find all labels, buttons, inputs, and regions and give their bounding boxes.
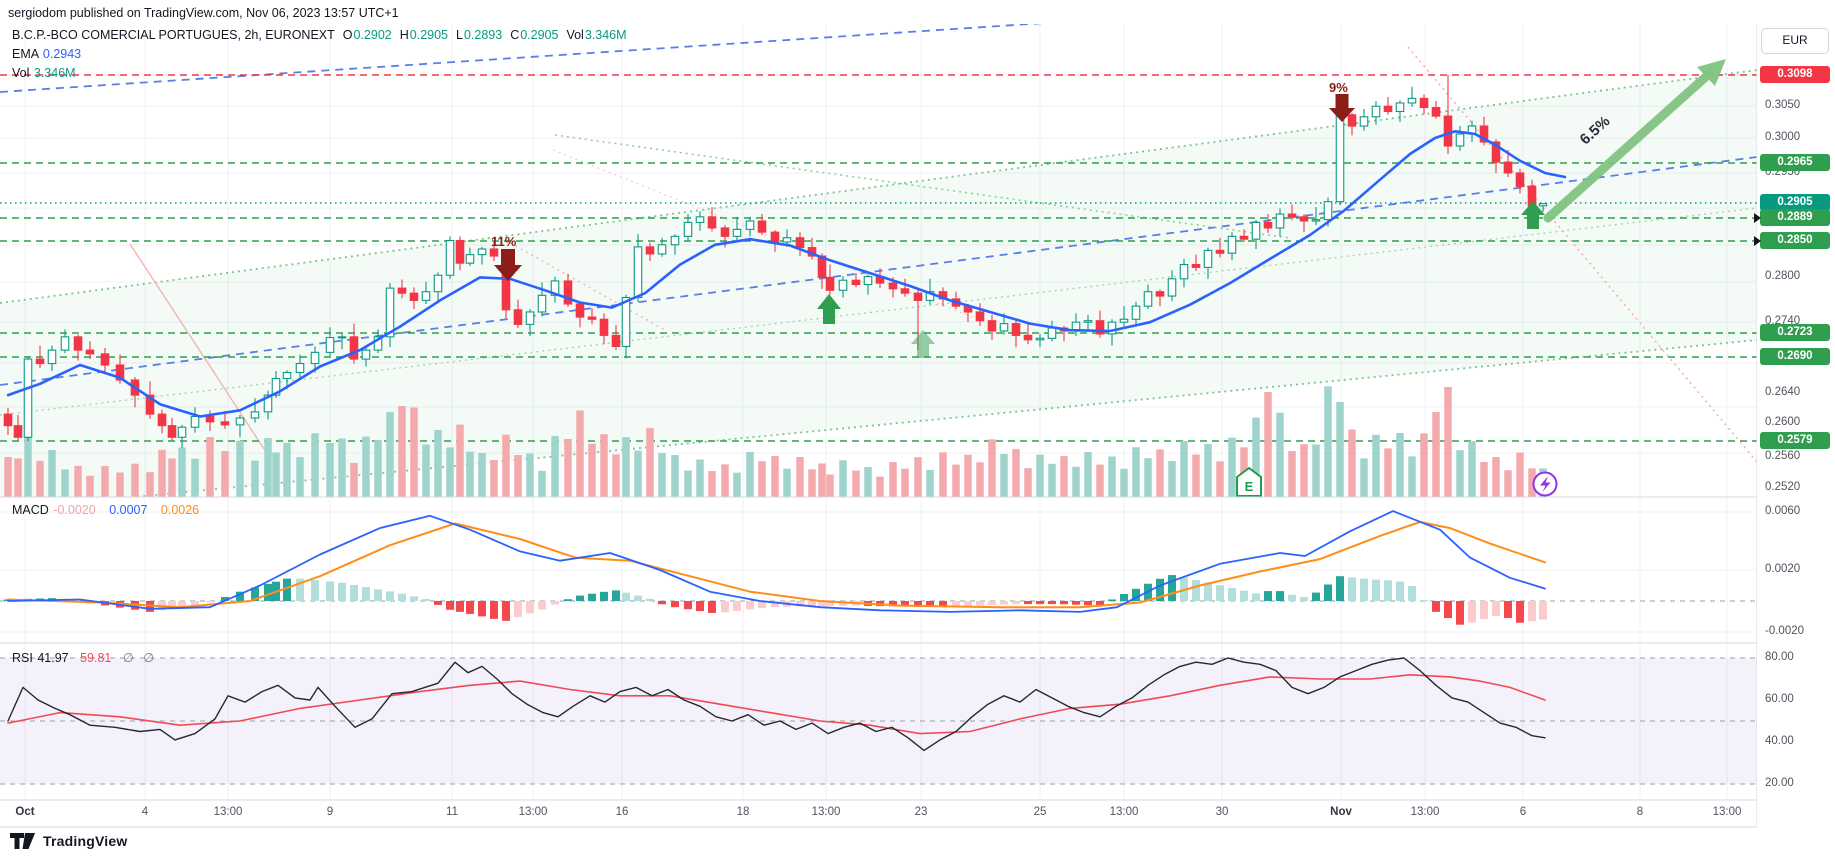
time-axis-label[interactable]: 13:00 — [811, 806, 841, 818]
ohlc-value: 0.2905 — [520, 28, 559, 42]
ohlc-key: O — [342, 28, 353, 42]
time-axis-label[interactable]: 13:00 — [213, 806, 243, 818]
up-arrow-annotation — [911, 330, 935, 358]
price-level-badge: 0.2850 — [1754, 232, 1830, 249]
ema-line — [6, 130, 1567, 418]
projection-arrow-head — [1697, 59, 1726, 86]
time-axis-label[interactable]: 13:00 — [518, 806, 548, 818]
macd-axis-tick: 0.0060 — [1765, 505, 1801, 517]
tradingview-brand-text: TradingView — [43, 833, 128, 849]
price-axis-tick: 0.3050 — [1765, 99, 1801, 111]
price-level-badge: 0.2905 — [1760, 194, 1830, 211]
macd-hist-value: -0.0020 — [53, 503, 96, 517]
ohlc-value: 3.346M — [584, 28, 627, 42]
symbol-legend[interactable]: B.C.P.-BCO COMERCIAL PORTUGUES, 2h, EURO… — [12, 28, 627, 42]
price-level-badge: 0.2889 — [1754, 209, 1830, 226]
time-axis-label[interactable]: 13:00 — [1410, 806, 1440, 818]
price-axis-tick: 0.3000 — [1765, 131, 1801, 143]
rsi-axis-tick: 60.00 — [1765, 693, 1794, 705]
time-axis-label[interactable]: 13:00 — [1712, 806, 1742, 818]
price-axis-tick: 0.2600 — [1765, 416, 1801, 428]
time-axis-label[interactable]: Oct — [15, 806, 35, 818]
drop-annotation-label-9pct: 9% — [1329, 80, 1348, 95]
volume-layer — [4, 386, 1547, 497]
currency-button[interactable]: EUR — [1761, 28, 1829, 54]
ohlc-value: 0.2905 — [409, 28, 448, 42]
macd-signal-value: 0.0026 — [160, 503, 200, 517]
drop-annotation-label-11pct: 11% — [491, 234, 517, 249]
rsi-label: RSI — [12, 651, 33, 665]
macd-axis-tick: -0.0020 — [1765, 625, 1805, 637]
rsi-empty-1: ∅ — [122, 651, 134, 665]
macd-line-value: 0.0007 — [109, 503, 148, 517]
badge-pointer-icon — [1754, 213, 1761, 223]
time-axis-label[interactable]: 9 — [326, 806, 334, 818]
ohlc-values: O0.2902 H0.2905 L0.2893 C0.2905 Vol3.346M — [335, 28, 627, 42]
ohlc-key: L — [456, 28, 463, 42]
tradingview-logo-icon — [10, 833, 35, 849]
time-axis-label[interactable]: 25 — [1033, 806, 1047, 818]
time-axis-label[interactable]: 23 — [914, 806, 928, 818]
up-arrow-annotation — [1521, 201, 1545, 229]
symbol-title: B.C.P.-BCO COMERCIAL PORTUGUES, 2h, EURO… — [12, 28, 335, 42]
flash-icon-bolt — [1540, 476, 1551, 492]
ema-label: EMA — [12, 47, 39, 61]
macd-axis-tick: 0.0020 — [1765, 563, 1801, 575]
price-level-badge: 0.2965 — [1760, 154, 1830, 171]
time-axis-label[interactable]: 11 — [446, 806, 458, 818]
time-axis-label[interactable]: 8 — [1636, 806, 1644, 818]
price-axis-tick: 0.2640 — [1765, 386, 1801, 398]
price-axis-tick: 0.2800 — [1765, 270, 1801, 282]
ema-value: 0.2943 — [42, 47, 82, 61]
rsi-value: 41.97 — [37, 651, 69, 665]
time-axis-label[interactable]: 30 — [1215, 806, 1229, 818]
up-arrow-annotation — [817, 294, 841, 324]
volume-legend[interactable]: Vol 3.346M — [12, 66, 76, 80]
macd-label: MACD — [12, 503, 49, 517]
rsi-axis-tick: 80.00 — [1765, 651, 1794, 663]
down-arrow-annotation — [494, 249, 522, 281]
price-level-badge: 0.2723 — [1760, 324, 1830, 341]
rsi-empty-2: ∅ — [143, 651, 155, 665]
time-axis-label[interactable]: Nov — [1330, 806, 1352, 818]
rsi-line — [7, 657, 1546, 752]
projection-arrow — [1543, 68, 1715, 223]
earnings-icon — [1236, 466, 1262, 497]
down-arrow-annotation — [1329, 94, 1355, 122]
time-axis-label[interactable]: 18 — [736, 806, 750, 818]
ohlc-key: Vol — [566, 28, 584, 42]
macd-histogram — [4, 575, 1547, 625]
vol-value: 3.346M — [33, 66, 76, 80]
time-axis-label[interactable]: 13:00 — [1109, 806, 1139, 818]
ohlc-key: C — [510, 28, 520, 42]
rsi-axis-tick: 20.00 — [1765, 777, 1794, 789]
price-level-badge: 0.2579 — [1760, 432, 1830, 449]
time-axis-label[interactable]: 6 — [1519, 806, 1527, 818]
badge-pointer-icon — [1754, 236, 1761, 246]
macd-legend[interactable]: MACD -0.0020 0.0007 0.0026 — [12, 503, 199, 517]
macd-line — [7, 510, 1546, 613]
footer-branding: TradingView — [10, 832, 127, 850]
macd-signal-line — [7, 521, 1546, 609]
price-axis[interactable]: EUR 0.3050 0.3000 0.2950 0.2800 0.2740 0.2640… — [1754, 0, 1835, 861]
earnings-icon-letter: E — [1245, 479, 1254, 494]
price-axis-tick: 0.2560 — [1765, 450, 1801, 462]
time-axis-label[interactable]: 4 — [141, 806, 149, 818]
rsi-ma-line — [7, 674, 1546, 735]
ema-legend[interactable]: EMA 0.2943 — [12, 47, 81, 61]
rsi-ma-value: 59.81 — [80, 651, 112, 665]
price-level-badge: 0.2690 — [1760, 348, 1830, 365]
ohlc-value: 0.2902 — [353, 28, 392, 42]
rsi-legend[interactable]: RSI 41.97 59.81 ∅ ∅ — [12, 650, 154, 665]
price-axis-tick: 0.2520 — [1765, 481, 1801, 493]
vol-label: Vol — [12, 66, 30, 80]
price-level-badge: 0.3098 — [1760, 66, 1830, 83]
ohlc-key: H — [399, 28, 409, 42]
publisher-note: sergiodom published on TradingView.com, … — [8, 6, 399, 20]
time-axis-label[interactable]: 16 — [615, 806, 629, 818]
rsi-axis-tick: 40.00 — [1765, 735, 1794, 747]
ohlc-value: 0.2893 — [463, 28, 503, 42]
